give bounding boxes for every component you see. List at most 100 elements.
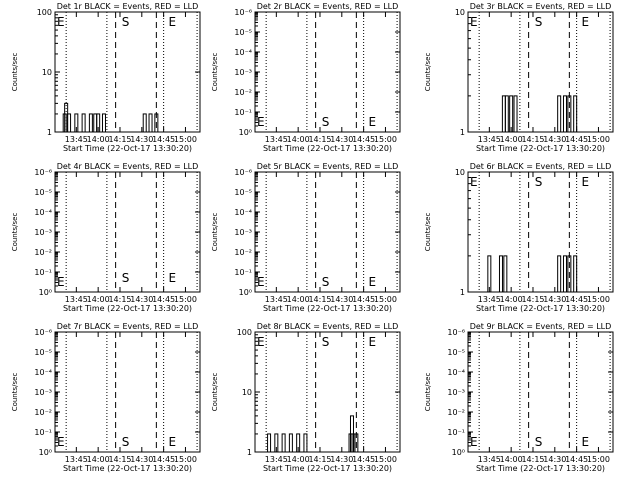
y-tick-label: 10⁻³ xyxy=(34,388,52,397)
data-bar xyxy=(67,113,72,133)
marker-label-e-left: E xyxy=(470,435,478,449)
y-tick-label: 10⁻⁴ xyxy=(234,48,252,57)
marker-label-e: E xyxy=(369,115,377,129)
x-tick-label: 13:45 xyxy=(265,135,288,144)
y-tick-label: 100 xyxy=(37,8,52,17)
x-tick-label: 14:15 xyxy=(108,135,131,144)
marker-label-s: S xyxy=(122,271,130,285)
x-tick-label: 14:00 xyxy=(287,295,310,304)
data-bar xyxy=(74,113,79,133)
y-tick-label: 10⁻⁵ xyxy=(234,188,252,197)
marker-label-s: S xyxy=(322,115,330,129)
x-tick-label: 14:45 xyxy=(565,455,588,464)
x-tick-label: 14:00 xyxy=(287,455,310,464)
x-tick-label: 14:30 xyxy=(543,455,566,464)
panel-det-4: Det 4r BLACK = Events, RED = LLD Counts/s… xyxy=(11,162,201,313)
y-tick-label: 10⁰ xyxy=(239,128,252,137)
y-tick-label: 10⁻² xyxy=(234,88,252,97)
data-bar xyxy=(567,95,572,133)
y-tick-label: 10⁻¹ xyxy=(234,268,252,277)
y-tick-label: 10⁻⁵ xyxy=(34,348,52,357)
x-tick-label: 15:00 xyxy=(587,135,610,144)
x-tick-label: 14:15 xyxy=(108,295,131,304)
panel-det-9: Det 9r BLACK = Events, RED = LLD Counts/s… xyxy=(424,322,614,473)
y-tick-label: 10⁻¹ xyxy=(234,108,252,117)
x-tick-label: 14:00 xyxy=(87,135,110,144)
data-bar xyxy=(504,95,509,133)
marker-label-e: E xyxy=(169,435,177,449)
x-tick-label: 14:00 xyxy=(87,295,110,304)
marker-label-s: S xyxy=(322,335,330,349)
x-tick-label: 13:45 xyxy=(65,295,88,304)
data-bar xyxy=(288,433,293,453)
plot-frame xyxy=(467,11,614,133)
x-axis-label: Start Time (22-Oct-17 13:30:20) xyxy=(263,144,392,153)
y-axis-label: Counts/sec xyxy=(424,373,432,412)
panel-title: Det 2r BLACK = Events, RED = LLD xyxy=(257,2,399,11)
x-tick-label: 15:00 xyxy=(374,295,397,304)
data-bar xyxy=(154,113,159,133)
x-tick-label: 15:00 xyxy=(587,455,610,464)
x-tick-label: 14:30 xyxy=(130,455,153,464)
x-tick-label: 14:15 xyxy=(308,135,331,144)
panel-det-2: Det 2r BLACK = Events, RED = LLD Counts/s… xyxy=(211,2,401,153)
y-tick-label: 10⁻² xyxy=(34,248,52,257)
x-tick-label: 14:45 xyxy=(565,135,588,144)
marker-label-e-left: E xyxy=(257,115,265,129)
y-tick-label: 10⁻⁶ xyxy=(34,328,52,337)
x-tick-label: 13:45 xyxy=(65,135,88,144)
y-tick-label: 10⁻² xyxy=(447,408,465,417)
marker-label-e-left: E xyxy=(57,275,65,289)
panel-title: Det 9r BLACK = Events, RED = LLD xyxy=(470,322,612,331)
x-tick-label: 14:30 xyxy=(543,295,566,304)
marker-label-e: E xyxy=(369,275,377,289)
panel-det-7: Det 7r BLACK = Events, RED = LLD Counts/s… xyxy=(11,322,201,473)
marker-label-e-left: E xyxy=(257,335,265,349)
y-tick-label: 10 xyxy=(42,68,52,77)
y-tick-label: 10⁻⁶ xyxy=(34,168,52,177)
x-tick-label: 14:45 xyxy=(352,135,375,144)
x-tick-label: 14:00 xyxy=(287,135,310,144)
data-bar xyxy=(303,433,308,453)
y-axis-label: Counts/sec xyxy=(211,213,219,252)
x-tick-label: 14:30 xyxy=(330,135,353,144)
marker-label-e-left: E xyxy=(257,275,265,289)
data-bar xyxy=(573,255,578,293)
marker-label-s: S xyxy=(322,275,330,289)
y-tick-label: 10⁻² xyxy=(234,248,252,257)
panel-det-5: Det 5r BLACK = Events, RED = LLD Counts/s… xyxy=(211,162,401,313)
x-tick-label: 14:30 xyxy=(130,135,153,144)
x-tick-label: 14:45 xyxy=(152,135,175,144)
y-tick-label: 10⁰ xyxy=(239,288,252,297)
y-tick-label: 10⁻¹ xyxy=(34,268,52,277)
y-axis-label: Counts/sec xyxy=(424,53,432,92)
marker-label-s: S xyxy=(535,435,543,449)
data-bar xyxy=(498,255,503,293)
x-tick-label: 13:45 xyxy=(265,295,288,304)
data-bar xyxy=(557,255,562,293)
y-tick-label: 10⁰ xyxy=(39,288,52,297)
panel-title: Det 6r BLACK = Events, RED = LLD xyxy=(470,162,612,171)
y-axis-label: Counts/sec xyxy=(424,213,432,252)
marker-label-e-left: E xyxy=(470,175,478,189)
marker-label-e-left: E xyxy=(57,435,65,449)
x-tick-label: 14:15 xyxy=(308,295,331,304)
x-axis-label: Start Time (22-Oct-17 13:30:20) xyxy=(263,464,392,473)
x-tick-label: 13:45 xyxy=(65,455,88,464)
panel-title: Det 1r BLACK = Events, RED = LLD xyxy=(57,2,199,11)
x-axis-label: Start Time (22-Oct-17 13:30:20) xyxy=(476,464,605,473)
data-bar xyxy=(487,255,492,293)
x-tick-label: 13:45 xyxy=(478,135,501,144)
marker-label-s: S xyxy=(535,175,543,189)
y-tick-label: 10⁻³ xyxy=(447,388,465,397)
y-tick-label: 10 xyxy=(455,8,465,17)
data-bar xyxy=(281,433,286,453)
x-tick-label: 13:45 xyxy=(265,455,288,464)
y-axis-label: Counts/sec xyxy=(211,53,219,92)
marker-label-e: E xyxy=(582,435,590,449)
y-tick-label: 1 xyxy=(460,288,465,297)
x-tick-label: 14:30 xyxy=(330,455,353,464)
data-bar xyxy=(503,255,508,293)
y-tick-label: 10⁻³ xyxy=(34,228,52,237)
